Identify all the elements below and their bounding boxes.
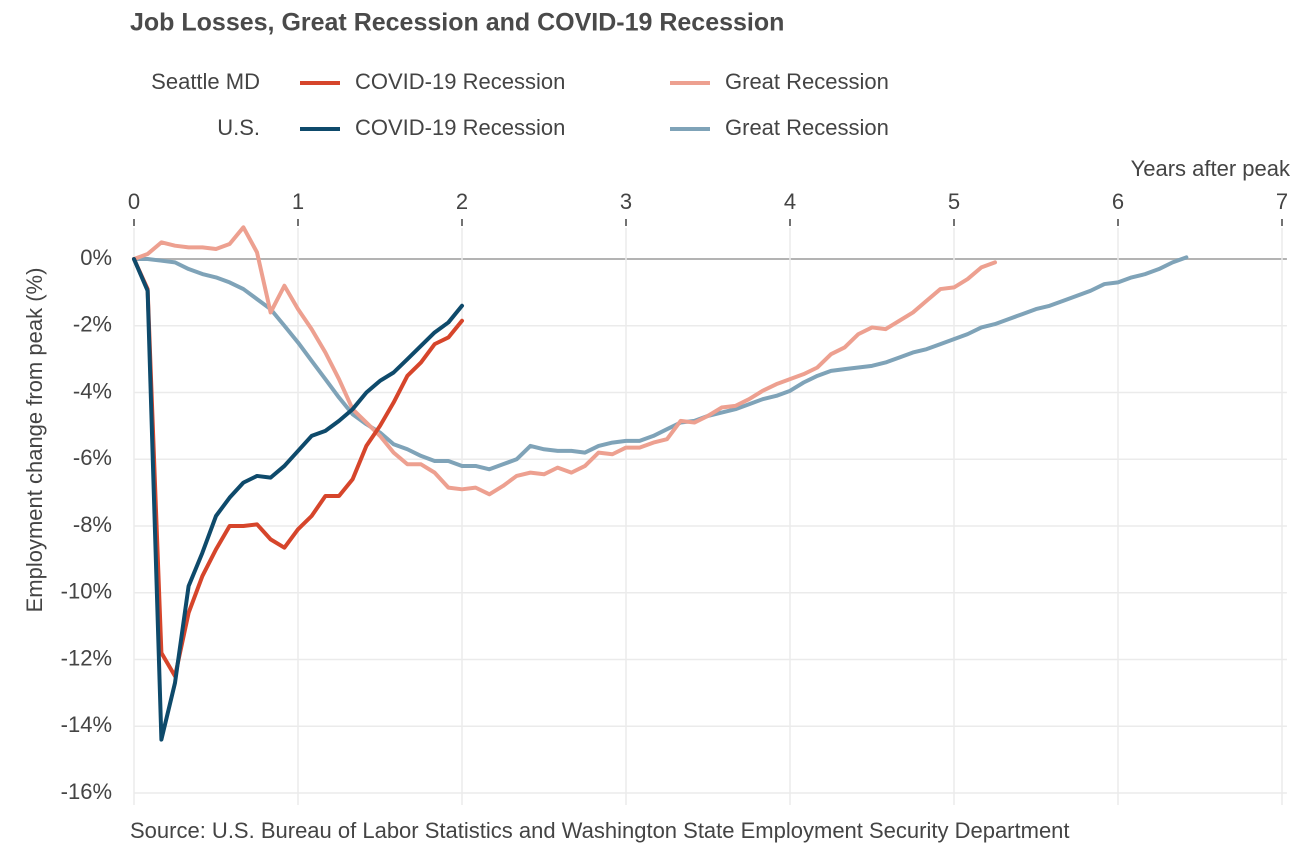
legend-label: COVID-19 Recession xyxy=(355,69,565,94)
x-tick-label: 1 xyxy=(292,189,304,214)
series-line xyxy=(132,255,1189,472)
y-tick-label: -16% xyxy=(61,779,112,804)
y-tick-label: -14% xyxy=(61,712,112,737)
y-tick-label: 0% xyxy=(80,245,112,270)
x-tick-label: 2 xyxy=(456,189,468,214)
y-tick-label: -8% xyxy=(73,512,112,537)
x-tick-label: 7 xyxy=(1276,189,1288,214)
y-tick-label: -12% xyxy=(61,645,112,670)
legend-label: COVID-19 Recession xyxy=(355,115,565,140)
series-line xyxy=(132,257,464,742)
legend-group-label: U.S. xyxy=(217,115,260,140)
y-axis-label: Employment change from peak (%) xyxy=(22,268,47,613)
series-line xyxy=(132,225,997,497)
x-tick-label: 6 xyxy=(1112,189,1124,214)
legend-label: Great Recession xyxy=(725,115,889,140)
x-tick-label: 3 xyxy=(620,189,632,214)
y-tick-label: -10% xyxy=(61,579,112,604)
x-tick-label: 0 xyxy=(128,189,140,214)
x-tick-label: 4 xyxy=(784,189,796,214)
series-line xyxy=(132,257,464,679)
x-axis-label: Years after peak xyxy=(1131,156,1291,181)
source-note: Source: U.S. Bureau of Labor Statistics … xyxy=(130,818,1070,843)
y-tick-label: -2% xyxy=(73,312,112,337)
y-tick-label: -4% xyxy=(73,378,112,403)
x-tick-label: 5 xyxy=(948,189,960,214)
legend-label: Great Recession xyxy=(725,69,889,94)
y-tick-label: -6% xyxy=(73,445,112,470)
legend-group-label: Seattle MD xyxy=(151,69,260,94)
chart-title: Job Losses, Great Recession and COVID-19… xyxy=(130,9,784,37)
